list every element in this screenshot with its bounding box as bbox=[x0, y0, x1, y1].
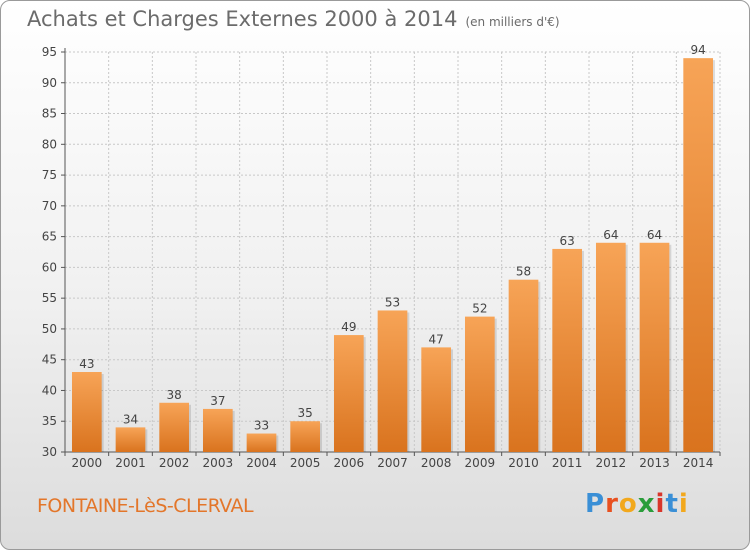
data-label: 37 bbox=[210, 394, 225, 408]
bar bbox=[683, 58, 714, 453]
data-label: 34 bbox=[123, 412, 138, 426]
data-label: 94 bbox=[691, 43, 706, 57]
data-label: 58 bbox=[516, 265, 531, 279]
x-tick-label: 2005 bbox=[290, 456, 321, 470]
x-tick-label: 2003 bbox=[203, 456, 234, 470]
chart-unit: (en milliers d'€) bbox=[465, 15, 560, 29]
x-tick-label: 2011 bbox=[552, 456, 583, 470]
chart-title-text: Achats et Charges Externes 2000 à 2014 bbox=[27, 7, 458, 31]
labels: 30 35 40 45 50 55 60 65 70 75 80 85 90 95 43 2000 34 2001… bbox=[42, 43, 714, 470]
logo-letter: x bbox=[637, 489, 656, 519]
x-tick-label: 2002 bbox=[159, 456, 190, 470]
bar bbox=[159, 402, 190, 452]
data-label: 47 bbox=[429, 332, 444, 346]
x-tick-label: 2001 bbox=[115, 456, 146, 470]
bar bbox=[421, 347, 452, 452]
bar bbox=[115, 427, 146, 452]
x-tick-label: 2009 bbox=[465, 456, 496, 470]
bar bbox=[464, 316, 495, 452]
y-tick-label: 60 bbox=[42, 260, 57, 274]
bar bbox=[246, 433, 277, 452]
commune-name: FONTAINE-LèS-CLERVAL bbox=[37, 495, 254, 517]
logo-letter: t bbox=[665, 489, 679, 519]
data-label: 64 bbox=[603, 228, 618, 242]
bar bbox=[639, 242, 670, 452]
logo-letter: i bbox=[678, 489, 689, 519]
chart-title: Achats et Charges Externes 2000 à 2014 (e… bbox=[27, 7, 560, 31]
x-tick-label: 2013 bbox=[639, 456, 670, 470]
x-tick-label: 2007 bbox=[377, 456, 408, 470]
data-label: 64 bbox=[647, 228, 662, 242]
bar bbox=[377, 310, 408, 452]
bar bbox=[552, 248, 583, 452]
y-tick-label: 55 bbox=[42, 291, 57, 305]
bar bbox=[71, 372, 102, 452]
logo-letter: r bbox=[605, 489, 619, 519]
y-tick-label: 90 bbox=[42, 76, 57, 90]
y-tick-label: 35 bbox=[42, 414, 57, 428]
x-tick-label: 2008 bbox=[421, 456, 452, 470]
data-label: 35 bbox=[298, 406, 313, 420]
y-tick-label: 75 bbox=[42, 168, 57, 182]
bars bbox=[71, 58, 716, 453]
x-tick-label: 2004 bbox=[246, 456, 277, 470]
y-tick-label: 65 bbox=[42, 230, 57, 244]
y-tick-label: 70 bbox=[42, 199, 57, 213]
bar bbox=[333, 335, 364, 452]
y-tick-label: 30 bbox=[42, 445, 57, 459]
bar bbox=[202, 408, 233, 452]
data-label: 38 bbox=[167, 388, 182, 402]
logo-letter: i bbox=[655, 489, 666, 519]
data-label: 33 bbox=[254, 419, 269, 433]
data-label: 49 bbox=[341, 320, 356, 334]
y-tick-label: 80 bbox=[42, 137, 57, 151]
x-tick-label: 2000 bbox=[72, 456, 103, 470]
x-tick-label: 2010 bbox=[508, 456, 539, 470]
data-label: 43 bbox=[79, 357, 94, 371]
data-label: 63 bbox=[560, 234, 575, 248]
y-tick-label: 50 bbox=[42, 322, 57, 336]
bar bbox=[508, 279, 539, 452]
logo-letter: P bbox=[585, 489, 606, 519]
y-tick-label: 95 bbox=[42, 45, 57, 59]
data-label: 53 bbox=[385, 295, 400, 309]
bar bbox=[595, 242, 626, 452]
x-tick-label: 2012 bbox=[596, 456, 627, 470]
x-tick-label: 2014 bbox=[683, 456, 714, 470]
y-tick-label: 45 bbox=[42, 353, 57, 367]
bar bbox=[290, 421, 321, 452]
x-tick-label: 2006 bbox=[334, 456, 365, 470]
data-label: 52 bbox=[472, 302, 487, 316]
y-tick-label: 85 bbox=[42, 107, 57, 121]
logo-letter: o bbox=[618, 489, 638, 519]
proxiti-logo: Proxiti bbox=[585, 489, 689, 519]
y-tick-label: 40 bbox=[42, 383, 57, 397]
